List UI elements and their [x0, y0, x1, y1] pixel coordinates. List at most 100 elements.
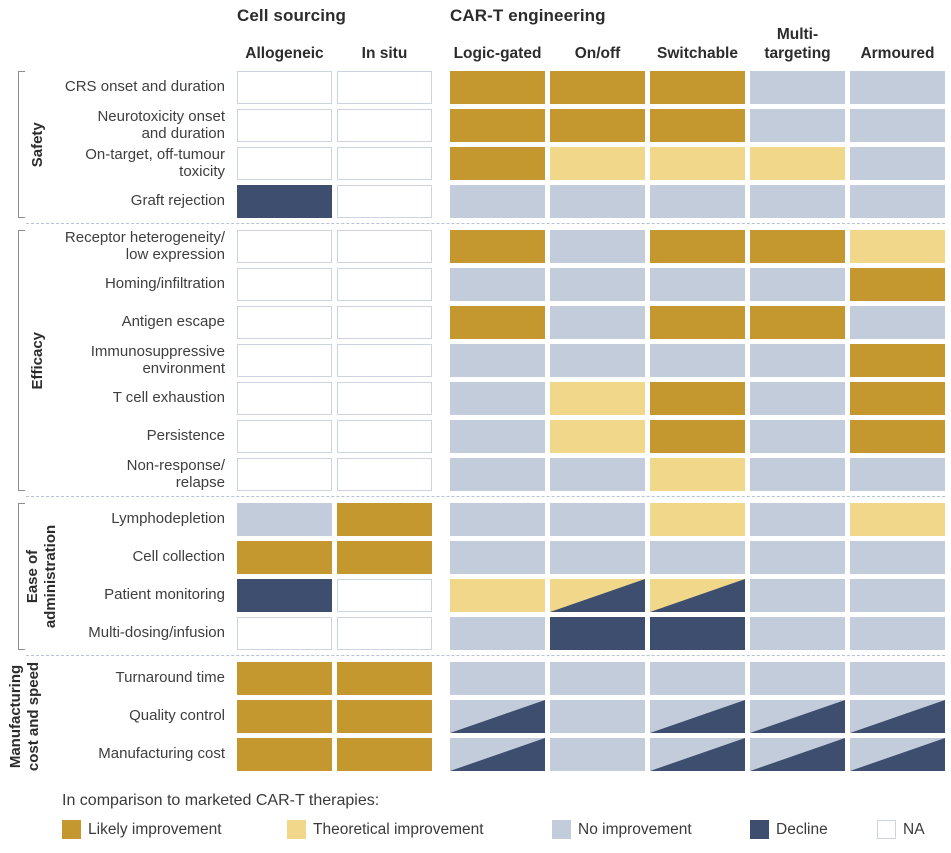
- row-label: T cell exhaustion: [112, 389, 225, 407]
- matrix-cell: [550, 420, 645, 453]
- matrix-cell: [550, 71, 645, 104]
- matrix-cell: [337, 306, 432, 339]
- matrix-cell: [850, 344, 945, 377]
- matrix-cell: [550, 230, 645, 263]
- column-group-gap: [437, 382, 445, 415]
- legend-item: Likely improvement: [62, 820, 222, 839]
- matrix-cell: [337, 458, 432, 491]
- legend-label: Likely improvement: [88, 820, 222, 838]
- matrix-cell: [750, 541, 845, 574]
- row-label: Patient monitoring: [104, 586, 225, 604]
- column-group-gap: [437, 8, 445, 66]
- matrix-cell: [450, 700, 545, 733]
- matrix-cell: [650, 420, 745, 453]
- matrix-cell: [450, 503, 545, 536]
- group-label: Efficacy: [22, 230, 54, 491]
- matrix-cell: [750, 382, 845, 415]
- matrix-cell: [850, 71, 945, 104]
- legend: Likely improvement Theoretical improvemen…: [0, 820, 951, 846]
- row-label: Graft rejection: [130, 192, 225, 210]
- matrix-cell: [550, 185, 645, 218]
- matrix-cell: [650, 579, 745, 612]
- row-label: Homing/infiltration: [104, 275, 225, 293]
- matrix-cell: [337, 579, 432, 612]
- column-group-gap: [437, 738, 445, 771]
- column-header: Switchable: [657, 45, 738, 62]
- legend-label: No improvement: [578, 820, 692, 838]
- matrix-cell: [850, 382, 945, 415]
- matrix-cell: [650, 185, 745, 218]
- matrix-cell: [337, 268, 432, 301]
- row-label: Turnaround time: [115, 669, 226, 687]
- matrix-cell: [550, 617, 645, 650]
- row-label: Persistence: [146, 427, 225, 445]
- matrix-cell: [650, 662, 745, 695]
- row-label: Immunosuppressive environment: [90, 343, 225, 377]
- matrix-cell: [337, 503, 432, 536]
- matrix-cell: [850, 109, 945, 142]
- matrix-cell: [237, 541, 332, 574]
- matrix-cell: [337, 700, 432, 733]
- matrix-cell: [450, 382, 545, 415]
- group-label-text: Manufacturing cost and speed: [7, 661, 43, 772]
- matrix-cell: [650, 382, 745, 415]
- matrix-cell: [750, 306, 845, 339]
- matrix-cell: [237, 503, 332, 536]
- column-group-gap: [437, 458, 445, 491]
- matrix-cell: [750, 579, 845, 612]
- matrix-cell: [450, 541, 545, 574]
- column-header: Armoured: [860, 45, 935, 62]
- column-header: Multi- targeting: [764, 26, 831, 62]
- matrix-cell: [650, 147, 745, 180]
- matrix-cell: [850, 617, 945, 650]
- matrix-cell: [337, 420, 432, 453]
- matrix-cell: [337, 738, 432, 771]
- matrix-cell: [750, 700, 845, 733]
- column-group-gap: [437, 230, 445, 263]
- legend-intro: In comparison to marketed CAR-T therapie…: [62, 792, 380, 809]
- column-header: Allogeneic: [245, 45, 324, 62]
- matrix-cell: [850, 306, 945, 339]
- matrix-cell: [450, 662, 545, 695]
- matrix-cell: [550, 109, 645, 142]
- legend-label: Theoretical improvement: [313, 820, 484, 838]
- matrix-cell: [850, 147, 945, 180]
- column-group-gap: [437, 109, 445, 142]
- matrix-cell: [650, 503, 745, 536]
- matrix-cell: [237, 458, 332, 491]
- legend-swatch-theoretical: [287, 820, 306, 839]
- legend-item: Decline: [750, 820, 828, 839]
- column-header-spacer: [0, 8, 232, 66]
- matrix-cell: [450, 185, 545, 218]
- matrix-cell: [237, 71, 332, 104]
- matrix-cell: [450, 617, 545, 650]
- matrix-cell: [337, 71, 432, 104]
- matrix-cell: [750, 230, 845, 263]
- matrix-cell: [450, 230, 545, 263]
- legend-swatch-likely: [62, 820, 81, 839]
- matrix-cell: [850, 458, 945, 491]
- legend-label: NA: [903, 820, 925, 838]
- column-group-gap: [437, 579, 445, 612]
- matrix-cell: [750, 109, 845, 142]
- matrix-cell: [237, 700, 332, 733]
- matrix-cell: [650, 344, 745, 377]
- matrix-cell: [237, 420, 332, 453]
- matrix-cell: [550, 147, 645, 180]
- row-label: On-target, off-tumour toxicity: [85, 146, 225, 180]
- matrix-cell: [550, 541, 645, 574]
- section-divider: [26, 496, 945, 498]
- engineering-group-title: CAR-T engineering: [450, 6, 606, 25]
- matrix-cell: [550, 306, 645, 339]
- group-label: Ease of administration: [20, 503, 64, 650]
- matrix-cell: [750, 662, 845, 695]
- matrix-cell: [450, 738, 545, 771]
- matrix-cell: [650, 71, 745, 104]
- matrix-cell: [650, 230, 745, 263]
- matrix-cell: [237, 382, 332, 415]
- matrix-cell: [337, 662, 432, 695]
- matrix-cell: [450, 344, 545, 377]
- matrix-cell: [450, 71, 545, 104]
- cell-sourcing-group-title: Cell sourcing: [237, 6, 346, 25]
- matrix-cell: [850, 662, 945, 695]
